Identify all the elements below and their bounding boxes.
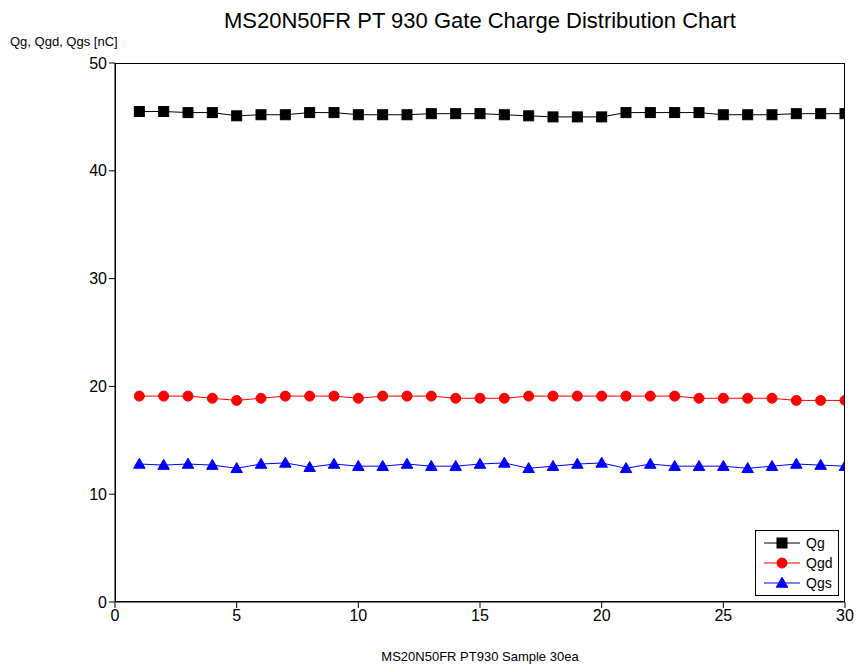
svg-text:20: 20: [593, 607, 611, 624]
svg-text:30: 30: [836, 607, 852, 624]
svg-text:5: 5: [232, 607, 241, 624]
html-text:MS20N50FR PT930 Sample 30ea: MS20N50FR PT930 Sample 30ea: [381, 649, 579, 664]
svg-text:0: 0: [111, 607, 120, 624]
html-text:Qg: Qg: [806, 535, 825, 551]
svg-text:20: 20: [89, 378, 107, 395]
svg-text:25: 25: [714, 607, 732, 624]
html-text:Qgs: Qgs: [806, 575, 832, 591]
svg-text:0: 0: [98, 594, 107, 611]
svg-text:15: 15: [471, 607, 489, 624]
svg-text:30: 30: [89, 270, 107, 287]
html-text:MS20N50FR PT 930 Gate Charge D: MS20N50FR PT 930 Gate Charge Distributio…: [224, 8, 736, 33]
svg-text:40: 40: [89, 162, 107, 179]
html-text:Qg, Qgd, Qgs [nC]: Qg, Qgd, Qgs [nC]: [10, 34, 118, 49]
svg-text:10: 10: [349, 607, 367, 624]
svg-text:10: 10: [89, 486, 107, 503]
html-text:Qgd: Qgd: [806, 555, 833, 571]
svg-text:50: 50: [89, 55, 107, 72]
